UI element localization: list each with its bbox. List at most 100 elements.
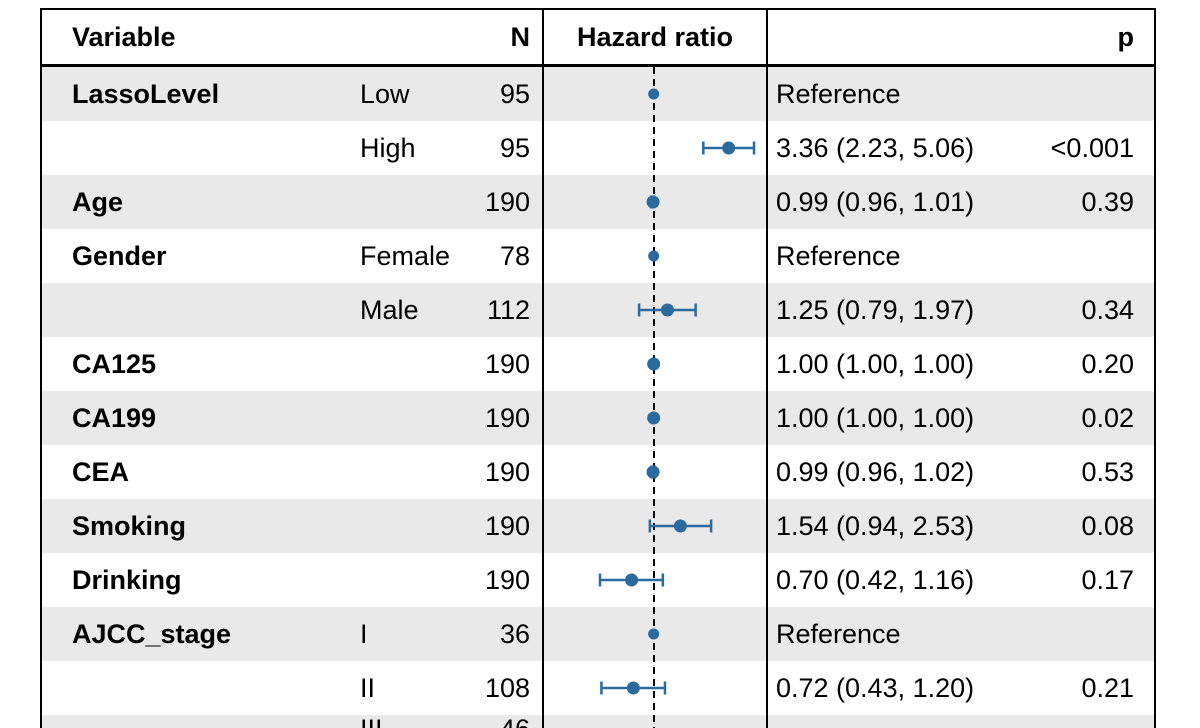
column-divider: [766, 715, 768, 728]
table-row: Smoking 190 1.54 (0.94, 2.53) 0.08: [42, 499, 1154, 553]
column-divider: [542, 553, 544, 607]
hr-ci-text: 0.99 (0.96, 1.01): [776, 186, 975, 217]
hr-ci-text: 0.70 (0.42, 1.16): [776, 564, 975, 595]
hr-ci-text: 1.00 (1.00, 1.00): [776, 348, 975, 379]
point-estimate: [660, 303, 674, 317]
column-divider: [542, 67, 544, 121]
n-value: 78: [499, 240, 530, 271]
p-value: 0.21: [1081, 672, 1134, 703]
column-divider: [766, 10, 768, 64]
table-row: Drinking 190 0.70 (0.42, 1.16) 0.17: [42, 553, 1154, 607]
variable-level: Low: [360, 78, 410, 109]
variable-name: Gender: [72, 240, 167, 271]
forest-table: Variable N Hazard ratio p LassoLevel Low 9…: [40, 8, 1156, 728]
hr-marker: [702, 141, 756, 155]
n-value: 46: [472, 715, 542, 728]
n-value: 36: [499, 618, 530, 649]
column-divider: [766, 175, 768, 229]
point-estimate: [646, 195, 660, 209]
column-header-p: p: [1117, 21, 1135, 52]
point-estimate: [673, 519, 687, 533]
n-value: 190: [484, 564, 530, 595]
hr-ci-text: Reference: [776, 618, 901, 649]
variable-name: LassoLevel: [72, 78, 220, 109]
table-row: CA125 190 1.00 (1.00, 1.00) 0.20: [42, 337, 1154, 391]
hr-marker: [648, 628, 660, 640]
hr-ci-text: Reference: [776, 78, 901, 109]
p-value: 0.08: [1081, 510, 1134, 541]
table-row: Gender Female 78 Reference: [42, 229, 1154, 283]
hr-marker: [646, 195, 660, 209]
hr-ci-text: 3.36 (2.23, 5.06): [776, 132, 975, 163]
hr-ci-text: Reference: [776, 240, 901, 271]
column-divider: [542, 121, 544, 175]
point-estimate: [647, 411, 661, 425]
column-divider: [766, 661, 768, 715]
column-divider: [766, 607, 768, 661]
point-estimate: [625, 573, 639, 587]
hr-marker: [646, 465, 660, 479]
column-divider: [542, 661, 544, 715]
table-row: Age 190 0.99 (0.96, 1.01) 0.39: [42, 175, 1154, 229]
variable-level: I: [360, 618, 368, 649]
n-value: 190: [484, 510, 530, 541]
variable-level: Male: [360, 294, 419, 325]
hr-marker: [647, 411, 661, 425]
p-value: 0.34: [1081, 294, 1134, 325]
variable-name: CA199: [72, 402, 157, 433]
point-estimate: [626, 681, 640, 695]
variable-name: Drinking: [72, 564, 182, 595]
n-value: 190: [484, 348, 530, 379]
column-divider: [766, 121, 768, 175]
hr-marker: [637, 303, 697, 317]
column-divider: [542, 10, 544, 64]
n-value: 190: [484, 456, 530, 487]
hr-ci-text: 0.72 (0.43, 1.20): [776, 672, 975, 703]
n-value: 190: [484, 186, 530, 217]
table-row: CA199 190 1.00 (1.00, 1.00) 0.02: [42, 391, 1154, 445]
column-divider: [542, 229, 544, 283]
point-estimate: [646, 465, 660, 479]
column-divider: [766, 499, 768, 553]
hr-marker: [647, 357, 661, 371]
table-row: High 95 3.36 (2.23, 5.06) <0.001: [42, 121, 1154, 175]
p-value: 0.17: [1081, 564, 1134, 595]
point-estimate: [647, 357, 661, 371]
hr-marker: [600, 681, 667, 695]
hr-marker: [598, 573, 665, 587]
p-value: 0.02: [1081, 402, 1134, 433]
variable-level: III: [360, 715, 472, 728]
n-value: 112: [486, 294, 530, 325]
column-divider: [542, 175, 544, 229]
column-divider: [542, 283, 544, 337]
column-divider: [766, 67, 768, 121]
n-value: 108: [484, 672, 530, 703]
column-divider: [766, 391, 768, 445]
column-divider: [542, 607, 544, 661]
variable-level: High: [360, 132, 416, 163]
hr-marker: [648, 88, 660, 100]
column-header-variable: Variable: [72, 21, 176, 52]
variable-level: II: [360, 672, 376, 703]
point-estimate: [722, 141, 736, 155]
variable-name: Smoking: [72, 510, 187, 541]
column-divider: [766, 337, 768, 391]
column-divider: [766, 229, 768, 283]
reference-line: [652, 67, 655, 728]
column-divider: [542, 715, 544, 728]
variable-name: CEA: [72, 456, 130, 487]
variable-level: Female: [360, 240, 451, 271]
column-divider: [542, 391, 544, 445]
hr-marker: [648, 519, 713, 533]
table-row: LassoLevel Low 95 Reference: [42, 67, 1154, 121]
column-divider: [766, 553, 768, 607]
column-divider: [542, 445, 544, 499]
point-estimate: [648, 628, 660, 640]
hr-ci-text: 0.99 (0.96, 1.02): [776, 456, 975, 487]
p-value: 0.39: [1081, 186, 1134, 217]
point-estimate: [648, 88, 660, 100]
p-value: <0.001: [1050, 132, 1134, 163]
column-header-n: N: [510, 21, 531, 52]
column-divider: [542, 337, 544, 391]
hr-ci-text: 1.25 (0.79, 1.97): [776, 294, 975, 325]
